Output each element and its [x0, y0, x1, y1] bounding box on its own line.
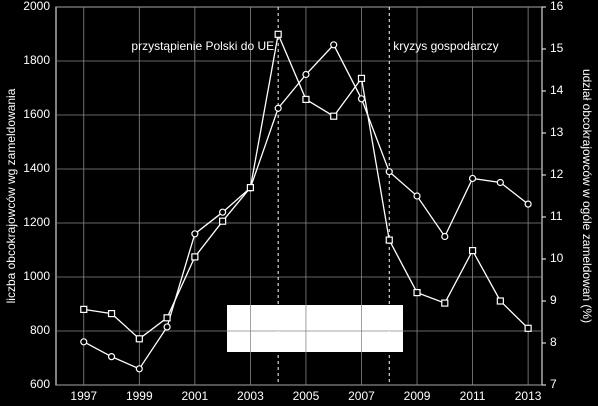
marker	[302, 95, 310, 104]
y2-tick-label: 11	[550, 209, 563, 223]
x-tick-label: 2011	[460, 389, 486, 403]
x-tick-label: 1997	[70, 389, 97, 403]
x-tick-label: 2013	[515, 389, 542, 403]
y-tick-label: 2000	[23, 0, 50, 13]
marker	[496, 297, 504, 305]
marker	[302, 70, 310, 79]
marker	[135, 365, 143, 373]
y-tick-label: 800	[30, 323, 50, 337]
y2-tick-label: 15	[550, 41, 564, 55]
annotation-text: przystąpienie Polski do UE	[131, 39, 274, 53]
x-tick-label: 2003	[237, 389, 264, 403]
marker	[80, 305, 88, 313]
y-tick-label: 1800	[23, 53, 50, 67]
marker	[163, 314, 171, 322]
y-axis-label: liczba obcokrajowców wg zameldowania	[4, 88, 18, 303]
marker	[496, 178, 504, 187]
marker	[274, 30, 282, 38]
y-tick-label: 1200	[23, 215, 50, 229]
marker	[80, 338, 88, 346]
y-tick-label: 1400	[23, 161, 50, 175]
x-tick-label: 1999	[126, 389, 153, 403]
marker	[135, 335, 143, 343]
x-tick-label: 2009	[404, 389, 431, 403]
marker	[524, 324, 532, 332]
marker	[357, 95, 366, 103]
marker	[441, 299, 449, 307]
y2-axis-label: udział obcokrajowców w ogóle zameldowań …	[580, 69, 594, 323]
marker	[413, 192, 421, 200]
marker	[524, 200, 532, 208]
y-tick-label: 1000	[23, 269, 50, 283]
marker	[191, 230, 199, 238]
marker	[330, 41, 338, 49]
y-tick-label: 600	[30, 377, 50, 391]
y2-tick-label: 10	[550, 251, 564, 265]
y2-tick-label: 7	[550, 377, 557, 391]
marker	[191, 253, 199, 261]
marker	[357, 74, 366, 83]
y2-tick-label: 9	[550, 293, 557, 307]
x-tick-label: 2005	[293, 389, 320, 403]
marker	[274, 104, 282, 112]
x-tick-label: 2007	[348, 389, 375, 403]
marker	[219, 208, 227, 216]
marker	[385, 168, 393, 176]
y2-tick-label: 12	[550, 167, 564, 181]
y2-tick-label: 8	[550, 335, 557, 349]
marker	[385, 236, 393, 244]
marker	[246, 184, 254, 192]
marker	[330, 112, 338, 120]
marker	[468, 174, 477, 183]
marker	[107, 310, 116, 318]
marker	[468, 247, 477, 255]
marker	[413, 289, 421, 297]
marker	[163, 323, 171, 331]
y2-tick-label: 14	[550, 83, 564, 97]
annotation-text: kryzys gospodarczy	[393, 39, 498, 53]
marker	[107, 353, 116, 361]
y2-tick-label: 13	[550, 125, 564, 139]
marker	[441, 232, 449, 241]
x-tick-label: 2001	[182, 389, 209, 403]
y2-tick-label: 16	[550, 0, 564, 13]
legend-box	[227, 305, 403, 352]
y-tick-label: 1600	[23, 107, 50, 121]
marker	[219, 217, 227, 225]
